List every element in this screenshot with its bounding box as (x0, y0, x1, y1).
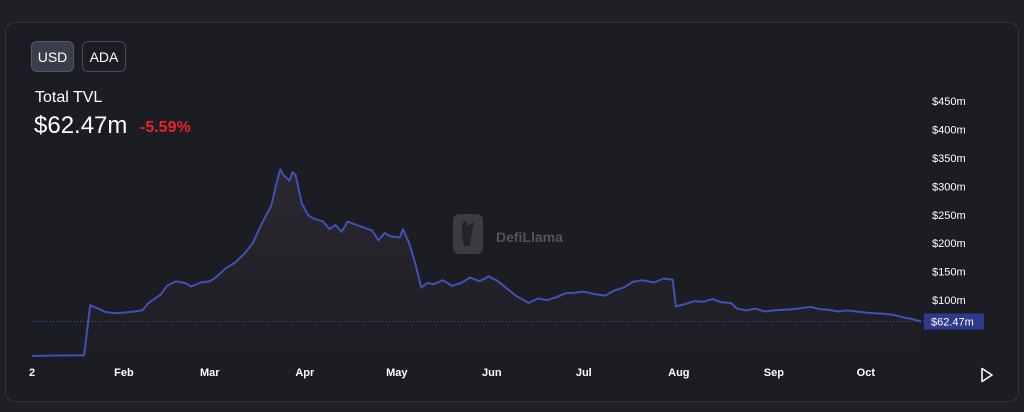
tvl-change: -5.59% (140, 119, 191, 136)
y-tick-label: $200m (932, 238, 966, 250)
x-tick-label: Jul (576, 367, 592, 379)
y-tick-label: $300m (932, 181, 966, 193)
x-tick-label: Feb (114, 367, 134, 379)
tvl-label: Total TVL (35, 89, 103, 106)
tvl-area-fill (32, 169, 921, 357)
x-tick-label: Sep (764, 367, 784, 379)
usd-toggle-button[interactable]: USD (31, 41, 74, 72)
x-tick-label: Jun (482, 367, 502, 379)
x-tick-label: Aug (668, 367, 689, 379)
y-tick-label: $450m (932, 96, 966, 108)
llama-logo-icon (453, 214, 483, 254)
defillama-watermark: DefiLlama (453, 214, 563, 254)
x-tick-label: Oct (857, 367, 876, 379)
play-icon (981, 367, 993, 383)
y-tick-label: $400m (932, 124, 966, 136)
current-value-label: $62.47m (931, 316, 974, 328)
x-tick-label: 2 (29, 367, 35, 379)
y-tick-label: $350m (932, 153, 966, 165)
tvl-series-line (31, 168, 922, 357)
x-tick-label: May (386, 367, 408, 379)
play-button[interactable] (976, 364, 998, 386)
x-tick-label: Mar (200, 367, 220, 379)
x-tick-label: Apr (295, 367, 315, 379)
y-tick-label: $250m (932, 210, 966, 222)
current-value-tag (924, 313, 984, 330)
tvl-value: $62.47m (34, 112, 128, 139)
y-tick-label: $100m (932, 295, 966, 307)
y-tick-label: $150m (932, 267, 966, 279)
watermark-text: DefiLlama (496, 229, 563, 245)
ada-toggle-button[interactable]: ADA (82, 41, 126, 72)
